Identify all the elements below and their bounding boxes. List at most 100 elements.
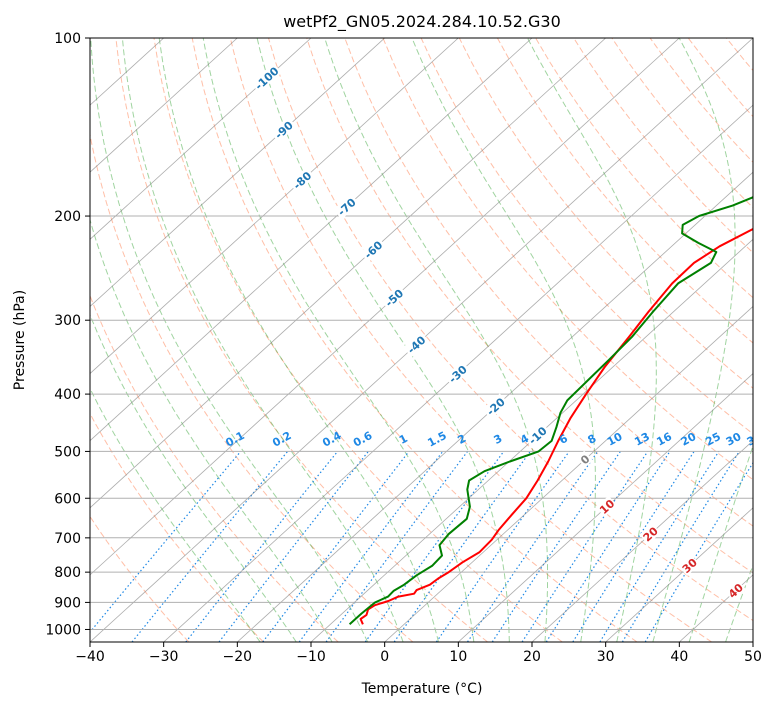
y-axis: 100 200 300 400 500 600 700 800 900 1000 — [45, 31, 90, 638]
x-axis: −40 −30 −20 −10 0 10 20 30 40 50 — [75, 642, 762, 665]
dry-adiabats — [90, 38, 753, 642]
moist-adiabat-line — [652, 38, 736, 642]
y-tick-label: 600 — [54, 491, 81, 507]
x-tick-label: −10 — [296, 649, 326, 665]
mixing-ratio-label: 10 — [605, 430, 625, 449]
y-tick-label: 200 — [54, 209, 81, 225]
temperature-profile-line — [359, 227, 753, 625]
x-tick-label: −40 — [75, 649, 105, 665]
moist-adiabats — [90, 38, 753, 642]
isotherm-label-bg — [724, 579, 746, 601]
isotherm-label-bg — [270, 116, 297, 143]
dry-adiabat-line — [90, 412, 264, 642]
mixing-ratio-line — [621, 451, 740, 642]
isotherm-line — [90, 38, 533, 442]
mixing-ratio-line — [545, 451, 671, 642]
y-tick-label: 100 — [54, 31, 81, 47]
moist-adiabat-line — [158, 38, 439, 642]
isotherm-line — [90, 38, 459, 375]
mixing-ratio-label: 20 — [679, 430, 699, 449]
dry-adiabat-line — [496, 38, 753, 344]
isotherm-label-bg — [595, 495, 618, 517]
y-tick-label: 500 — [54, 444, 81, 460]
dry-adiabat-line — [229, 38, 712, 642]
isotherm-line — [531, 440, 753, 642]
x-tick-label: 20 — [523, 649, 541, 665]
dry-adiabat-line — [268, 38, 753, 622]
isotherm-line — [90, 38, 606, 509]
dry-adiabat-line — [535, 38, 753, 299]
x-tick-label: 40 — [670, 649, 688, 665]
mixing-ratio-lines — [90, 451, 753, 642]
mixing-ratio-line — [262, 451, 410, 642]
x-tick-label: −30 — [149, 649, 179, 665]
mixing-ratio-line — [90, 451, 242, 633]
moist-adiabat-line — [411, 38, 596, 642]
mixing-ratio-line — [599, 451, 720, 642]
mixing-ratio-line — [572, 451, 695, 642]
moist-adiabat-line — [256, 38, 510, 642]
isotherm-line — [90, 38, 385, 308]
isotherm-label-bg — [380, 284, 407, 311]
pressure-gridlines — [90, 38, 753, 630]
y-tick-label: 700 — [54, 531, 81, 547]
mixing-ratio-line — [298, 451, 444, 642]
mixing-ratio-line — [131, 451, 289, 642]
isotherm-line — [384, 305, 753, 642]
dewpoint-profile-line — [348, 195, 753, 626]
x-axis-label: Temperature (°C) — [361, 681, 483, 697]
moist-adiabat-line — [90, 313, 297, 642]
isotherm-label-bg — [250, 62, 282, 93]
y-tick-label: 400 — [54, 387, 81, 403]
isotherm-label-bg — [576, 450, 593, 468]
mixing-ratio-line — [466, 451, 599, 642]
dry-adiabat-line — [458, 38, 753, 389]
mixing-ratio-label: 25 — [703, 430, 723, 449]
dry-adiabat-line — [153, 38, 563, 642]
mixing-ratio-line — [364, 451, 505, 642]
isotherm-line — [90, 38, 238, 173]
dry-adiabat-line — [90, 294, 339, 642]
isotherm-line — [237, 171, 753, 642]
dry-adiabat-line — [115, 38, 488, 642]
y-tick-label: 1000 — [45, 622, 81, 638]
moist-adiabat-line — [202, 38, 475, 642]
y-axis-label: Pressure (hPa) — [12, 290, 28, 390]
dry-adiabat-line — [191, 38, 638, 642]
moist-adiabat-line — [90, 38, 369, 642]
moist-adiabat-line — [324, 38, 549, 642]
isotherm-label-bg — [482, 393, 509, 420]
x-tick-label: 50 — [744, 649, 762, 665]
x-tick-label: 10 — [449, 649, 467, 665]
moist-adiabat-line — [90, 218, 333, 642]
isotherm-label-bg — [444, 360, 471, 387]
mixing-ratio-line — [435, 451, 570, 642]
mixing-ratio-label: 13 — [632, 430, 652, 449]
isotherm-line — [605, 507, 753, 642]
y-tick-label: 800 — [54, 565, 81, 581]
plot-frame — [89, 37, 754, 643]
x-tick-label: 30 — [597, 649, 615, 665]
mixing-ratio-label: 36 — [745, 430, 765, 449]
dry-adiabat-line — [382, 38, 753, 481]
isotherm-label-bg — [333, 193, 360, 220]
isotherm-line — [163, 104, 753, 642]
isotherm-line — [90, 38, 680, 576]
chart-title: wetPf2_GN05.2024.284.10.52.G30 — [283, 12, 561, 32]
mixing-ratio-line — [325, 451, 468, 642]
mixing-ratio-line — [491, 451, 621, 642]
isotherm-line — [458, 372, 753, 642]
isotherm-label-bg — [402, 331, 430, 358]
mixing-ratio-label: 16 — [654, 430, 674, 449]
x-tick-label: 0 — [380, 649, 389, 665]
x-tick-label: −20 — [223, 649, 253, 665]
moist-adiabat-line — [90, 387, 261, 642]
isotherm-label-bg — [639, 523, 661, 545]
isotherm-label-bg — [678, 554, 700, 576]
moist-adiabat-line — [121, 38, 404, 642]
mixing-ratio-line — [521, 451, 649, 642]
isotherm-label-bg — [524, 422, 551, 448]
plot-area: -100-90-80-70-60-50-40-30-20-10010203040… — [90, 38, 765, 642]
isotherm-line — [90, 38, 312, 240]
